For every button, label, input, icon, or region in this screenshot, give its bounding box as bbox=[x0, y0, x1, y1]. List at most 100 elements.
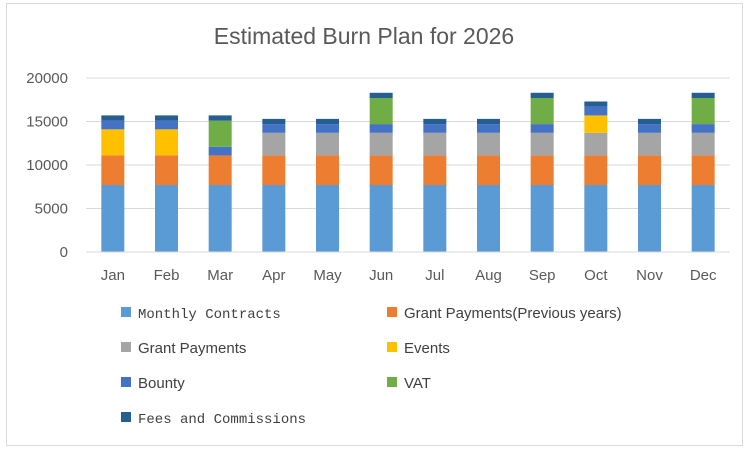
bar-segment bbox=[208, 155, 232, 186]
legend-label: Bounty bbox=[138, 375, 185, 392]
x-tick-label: Apr bbox=[262, 267, 285, 284]
bar-segment bbox=[369, 185, 393, 252]
legend-swatch bbox=[387, 342, 397, 352]
bar-segment bbox=[101, 115, 125, 121]
bar-segment bbox=[691, 124, 715, 133]
bar-segment bbox=[262, 155, 286, 186]
bar-segment bbox=[477, 155, 500, 186]
bar-segment bbox=[584, 115, 608, 133]
bar-segment bbox=[369, 124, 393, 133]
legend-label: Monthly Contracts bbox=[138, 307, 281, 323]
bar-segment bbox=[423, 124, 447, 133]
legend-swatch bbox=[121, 307, 131, 317]
bar-segment bbox=[423, 155, 447, 186]
x-tick-label: Mar bbox=[207, 267, 233, 284]
bar-segment bbox=[691, 185, 715, 252]
y-tick-label: 0 bbox=[60, 244, 68, 261]
legend: Monthly Contracts Grant Payments(Previous… bbox=[121, 305, 622, 428]
gridlines bbox=[86, 77, 730, 209]
bar-segment bbox=[638, 118, 661, 125]
bar-segment bbox=[208, 146, 232, 156]
y-tick-label: 15000 bbox=[26, 114, 68, 131]
bar-segment bbox=[101, 185, 125, 252]
legend-label: VAT bbox=[404, 375, 431, 392]
x-tick-label: Oct bbox=[584, 267, 608, 284]
y-tick-label: 5000 bbox=[35, 201, 68, 218]
y-axis: 0 5000 10000 15000 20000 bbox=[26, 70, 68, 261]
bar-segment bbox=[530, 132, 554, 156]
bar-segment bbox=[530, 124, 554, 133]
bar-segment bbox=[477, 124, 500, 133]
bar-segment bbox=[477, 132, 500, 156]
bar-segment bbox=[638, 155, 661, 186]
bar-segment bbox=[316, 155, 339, 186]
bar-segment bbox=[316, 185, 339, 252]
x-axis: Jan Feb Mar Apr May Jun Jul Aug Sep Oct Nov Dec bbox=[101, 267, 717, 284]
bar-segment bbox=[423, 118, 447, 125]
bar-segment bbox=[316, 118, 339, 125]
bar-segment bbox=[369, 98, 393, 125]
bar-segment bbox=[101, 120, 125, 130]
bar-segment bbox=[638, 124, 661, 133]
legend-swatch bbox=[121, 412, 131, 422]
bar-segment bbox=[530, 92, 554, 99]
legend-swatch bbox=[121, 342, 131, 352]
bar-segment bbox=[584, 185, 608, 252]
x-tick-label: Dec bbox=[690, 267, 717, 284]
legend-swatch bbox=[121, 377, 131, 387]
bar-segment bbox=[691, 92, 715, 99]
bar-segment bbox=[638, 132, 661, 156]
bar-segment bbox=[369, 155, 393, 186]
bar-segment bbox=[155, 129, 178, 156]
x-tick-label: Jun bbox=[369, 267, 393, 284]
bar-segment bbox=[262, 124, 286, 133]
bar-segment bbox=[369, 92, 393, 99]
y-tick-label: 20000 bbox=[26, 70, 68, 87]
legend-label: Fees and Commissions bbox=[138, 412, 306, 428]
bar-segment bbox=[584, 155, 608, 186]
bar-segment bbox=[155, 155, 178, 186]
legend-label: Events bbox=[404, 340, 450, 357]
bar-segment bbox=[584, 132, 608, 156]
bar-segment bbox=[262, 118, 286, 125]
bar-segment bbox=[584, 106, 608, 116]
x-tick-label: Nov bbox=[636, 267, 663, 284]
legend-swatch bbox=[387, 377, 397, 387]
x-tick-label: Jan bbox=[101, 267, 125, 284]
bar-segment bbox=[530, 185, 554, 252]
bar-segment bbox=[423, 185, 447, 252]
x-tick-label: May bbox=[313, 267, 342, 284]
bar-segment bbox=[155, 120, 178, 130]
chart-title: Estimated Burn Plan for 2026 bbox=[214, 23, 514, 49]
bar-segment bbox=[155, 185, 178, 252]
bar-segment bbox=[262, 185, 286, 252]
bar-segment bbox=[477, 118, 500, 125]
bar-segment bbox=[584, 101, 608, 107]
x-tick-label: Jul bbox=[425, 267, 444, 284]
bar-segment bbox=[101, 129, 125, 156]
bar-segment bbox=[316, 124, 339, 133]
bar-segment bbox=[262, 132, 286, 156]
bar-segment bbox=[316, 132, 339, 156]
bar-segment bbox=[638, 185, 661, 252]
bar-segment bbox=[477, 185, 500, 252]
bar-segment bbox=[208, 115, 232, 121]
bar-segment bbox=[691, 98, 715, 125]
legend-swatch bbox=[387, 307, 397, 317]
bar-segment bbox=[691, 155, 715, 186]
bar-segment bbox=[369, 132, 393, 156]
bar-segment bbox=[691, 132, 715, 156]
y-tick-label: 10000 bbox=[26, 157, 68, 174]
bar-segment bbox=[155, 115, 178, 121]
bar-segment bbox=[530, 98, 554, 125]
bar-segment bbox=[530, 155, 554, 186]
x-tick-label: Aug bbox=[475, 267, 502, 284]
legend-label: Grant Payments bbox=[138, 340, 246, 357]
x-tick-label: Sep bbox=[529, 267, 556, 284]
bars bbox=[101, 92, 715, 252]
bar-segment bbox=[423, 132, 447, 156]
bar-segment bbox=[208, 120, 232, 147]
x-tick-label: Feb bbox=[154, 267, 180, 284]
bar-segment bbox=[208, 185, 232, 252]
